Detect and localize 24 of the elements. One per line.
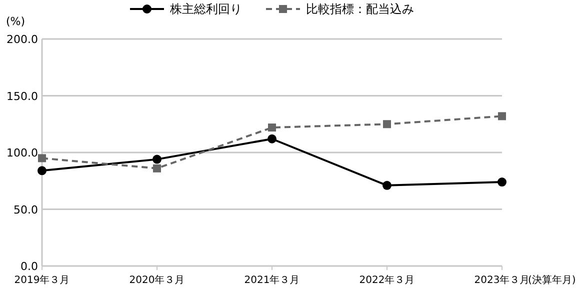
y-axis-title: (%) <box>6 15 26 28</box>
y-tick-label: 150.0 <box>6 90 38 103</box>
point <box>383 120 391 128</box>
point <box>382 180 392 190</box>
point <box>498 112 506 120</box>
point <box>498 178 506 187</box>
point <box>152 154 162 164</box>
point <box>153 164 161 172</box>
y-tick-label: 100.0 <box>6 146 38 160</box>
x-tick-label: 2019年３月 <box>14 274 70 286</box>
y-tick-label: 0.0 <box>20 260 38 273</box>
point <box>268 134 276 144</box>
point <box>268 124 276 132</box>
x-tick-label: 2023年３月 <box>474 274 530 286</box>
x-tick-label: 2021年３月 <box>244 274 300 286</box>
x-tick-label: 2022年３月 <box>359 274 415 286</box>
y-tick-label: 200.0 <box>6 33 38 46</box>
legend-label: 株主総利回り <box>169 2 242 16</box>
point <box>38 166 46 176</box>
legend-label: 比較指標：配当込み <box>306 2 414 16</box>
x-tick-label: 2020年３月 <box>129 274 185 286</box>
x-axis-title: (決算年月) <box>528 274 576 286</box>
point <box>38 154 46 162</box>
y-tick-label: 50.0 <box>14 203 38 216</box>
